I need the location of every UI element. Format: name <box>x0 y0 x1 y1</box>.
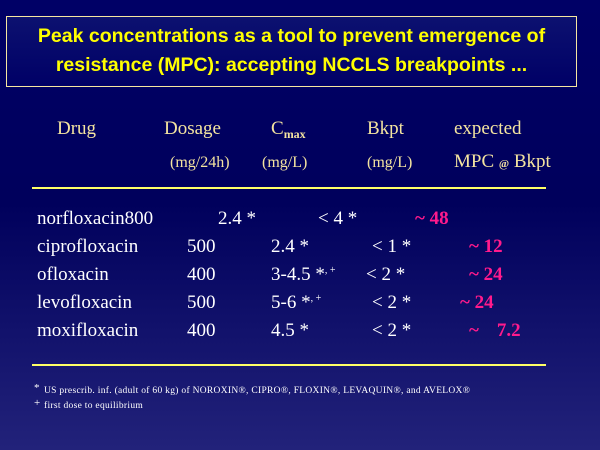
row-3-cmax-footnote: , + <box>324 265 336 276</box>
row-3-mpc-tilde: ~ <box>469 264 479 285</box>
row-1-mpc: ~ 48 <box>415 208 449 230</box>
row-1-mpc-value: 48 <box>429 208 449 229</box>
row-4-mpc-tilde: ~ <box>460 292 470 313</box>
header-dosage: Dosage <box>164 118 221 139</box>
slide-title-box: Peak concentrations as a tool to prevent… <box>6 16 577 87</box>
footnote-2-mark: + <box>34 397 41 409</box>
unit-mpc-bkpt: Bkpt <box>513 151 551 172</box>
row-4-cmax: 5-6 *, + <box>271 292 321 314</box>
row-2-bkpt: < 1 * <box>372 236 412 257</box>
header-cmax-subscript: max <box>283 127 306 141</box>
header-expected: expected <box>454 118 522 139</box>
slide-title-line-1: Peak concentrations as a tool to prevent… <box>37 25 546 47</box>
row-4-mpc: ~ 24 <box>460 292 494 314</box>
footer-divider <box>32 364 546 366</box>
row-2-mpc-tilde: ~ <box>469 236 479 257</box>
row-1-mpc-tilde: ~ <box>415 208 425 229</box>
unit-mpc: MPC @ Bkpt <box>454 151 551 173</box>
row-4-cmax-value: 5-6 * <box>271 292 311 313</box>
footnote-1-mark: * <box>34 382 40 394</box>
header-cmax: Cmax <box>271 118 306 142</box>
row-1-drug-name: norfloxacin <box>37 208 125 229</box>
header-bkpt: Bkpt <box>367 118 404 139</box>
row-5-mpc-tilde: ~ <box>469 320 479 341</box>
row-5-mpc: ~7.2 <box>469 320 521 342</box>
footnote-1-text: US prescrib. inf. (adult of 60 kg) of NO… <box>44 386 471 396</box>
row-5-dosage: 400 <box>187 320 216 341</box>
footnote-2: + first dose to equilibrium <box>34 397 143 411</box>
unit-mpc-label: MPC <box>454 151 495 172</box>
header-cmax-c: C <box>271 118 284 139</box>
header-divider <box>32 187 546 189</box>
row-4-bkpt: < 2 * <box>372 292 412 313</box>
row-5-mpc-value: 7.2 <box>496 320 521 341</box>
row-1-dosage: 800 <box>124 208 154 229</box>
row-1-bkpt: < 4 * <box>318 208 358 229</box>
row-1-drug: norfloxacin800 <box>37 208 153 230</box>
row-5-cmax: 4.5 * <box>271 320 309 341</box>
row-4-mpc-value: 24 <box>474 292 494 313</box>
row-4-dosage: 500 <box>187 292 216 313</box>
slide-title-line-2: resistance (MPC): accepting NCCLS breakp… <box>55 54 528 76</box>
unit-cmax: (mg/L) <box>262 154 308 171</box>
row-2-dosage: 500 <box>187 236 216 257</box>
row-3-cmax-value: 3-4.5 * <box>271 264 325 285</box>
unit-mpc-at: @ <box>498 158 510 170</box>
row-3-bkpt: < 2 * <box>366 264 406 285</box>
row-1-cmax: 2.4 * <box>218 208 256 229</box>
row-5-bkpt: < 2 * <box>372 320 412 341</box>
row-3-drug: ofloxacin <box>37 264 109 285</box>
unit-dosage: (mg/24h) <box>170 154 230 171</box>
row-5-drug: moxifloxacin <box>37 320 139 341</box>
footnote-2-text: first dose to equilibrium <box>44 401 144 411</box>
row-3-mpc: ~ 24 <box>469 264 503 286</box>
row-3-mpc-value: 24 <box>483 264 503 285</box>
row-4-cmax-footnote: , + <box>310 293 322 304</box>
header-drug: Drug <box>57 118 97 139</box>
footnote-1: * US prescrib. inf. (adult of 60 kg) of N… <box>34 382 470 396</box>
row-2-cmax: 2.4 * <box>271 236 309 257</box>
row-3-cmax: 3-4.5 *, + <box>271 264 335 286</box>
row-2-drug: ciprofloxacin <box>37 236 139 257</box>
row-3-dosage: 400 <box>187 264 216 285</box>
unit-bkpt: (mg/L) <box>367 154 413 171</box>
row-2-mpc: ~ 12 <box>469 236 503 258</box>
row-4-drug: levofloxacin <box>37 292 132 313</box>
row-2-mpc-value: 12 <box>483 236 503 257</box>
